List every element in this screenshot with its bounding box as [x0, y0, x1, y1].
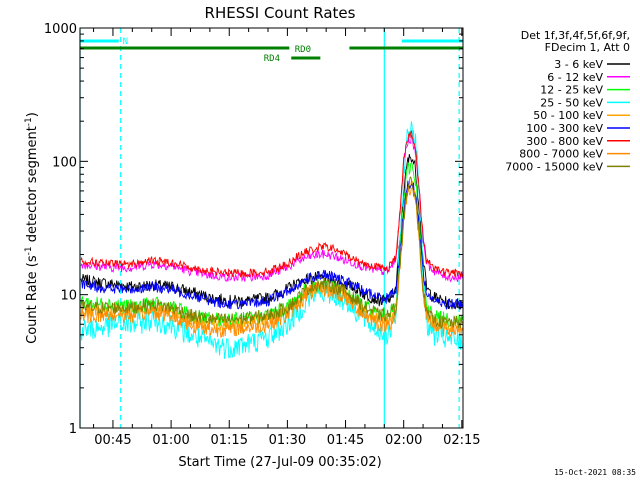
plot-frame — [79, 27, 464, 429]
plot-overlays: N RD0 RD4 — [79, 28, 463, 428]
legend-label-8: 7000 - 15000 keV — [505, 160, 603, 173]
y-axis-label: Count Rate (s-1 detector segment-1) — [24, 112, 40, 344]
legend-label-3: 25 - 50 keV — [540, 96, 603, 109]
series-line-7 — [80, 184, 463, 339]
legend-label-6: 300 - 800 keV — [526, 135, 603, 148]
generation-timestamp: 15-Oct-2021 08:35 — [554, 468, 636, 477]
legend-label-2: 12 - 25 keV — [540, 84, 603, 97]
legend-header-line-1: Det 1f,3f,4f,5f,6f,9f, — [521, 29, 630, 42]
x-tick-label-0: 00:45 — [94, 433, 131, 448]
attenuator-label-rd0: RD0 — [295, 45, 311, 55]
x-tick-label-3: 01:30 — [269, 433, 306, 448]
legend-label-4: 50 - 100 keV — [533, 109, 603, 122]
data-series — [80, 121, 463, 359]
y-axis-label-part: Count Rate (s — [25, 255, 40, 344]
series-line-3 — [80, 121, 463, 359]
legend: Det 1f,3f,4f,5f,6f,9f,FDecim 1, Att 0 3 -… — [505, 29, 630, 173]
legend-label-1: 6 - 12 keV — [547, 71, 603, 84]
y-tick-label-1: 10 — [60, 289, 77, 304]
y-axis-label-part: detector segment — [25, 126, 40, 246]
series-line-5 — [80, 180, 463, 310]
y-axis-label-part: ) — [25, 112, 40, 117]
chart-title: RHESSI Count Rates — [205, 4, 356, 22]
x-axis-label: Start Time (27-Jul-09 00:35:02) — [178, 455, 381, 470]
x-tick-label-1: 01:00 — [152, 433, 189, 448]
axes: 1 10 100 1000 00:45 01:00 01:15 01:30 01:45 02:00… — [44, 22, 481, 448]
legend-label-0: 3 - 6 keV — [554, 58, 603, 71]
x-tick-label-4: 01:45 — [327, 433, 364, 448]
legend-label-7: 800 - 7000 keV — [519, 148, 603, 161]
legend-label-5: 100 - 300 keV — [526, 122, 603, 135]
y-tick-label-2: 100 — [52, 155, 77, 170]
legend-header-line-2: FDecim 1, Att 0 — [545, 41, 630, 54]
series-line-8 — [80, 176, 463, 329]
series-line-6 — [80, 130, 463, 278]
x-tick-label-6: 02:15 — [443, 433, 480, 448]
y-tick-label-3: 1000 — [44, 22, 77, 37]
attenuator-label-n: N — [123, 37, 128, 47]
x-tick-label-2: 01:15 — [211, 433, 248, 448]
x-tick-label-5: 02:00 — [385, 433, 422, 448]
attenuator-label-rd4: RD4 — [264, 54, 280, 64]
y-tick-label-0: 1 — [69, 422, 77, 437]
y-axis-label-part: -1 — [24, 246, 34, 255]
y-axis-label-part: -1 — [24, 117, 34, 126]
